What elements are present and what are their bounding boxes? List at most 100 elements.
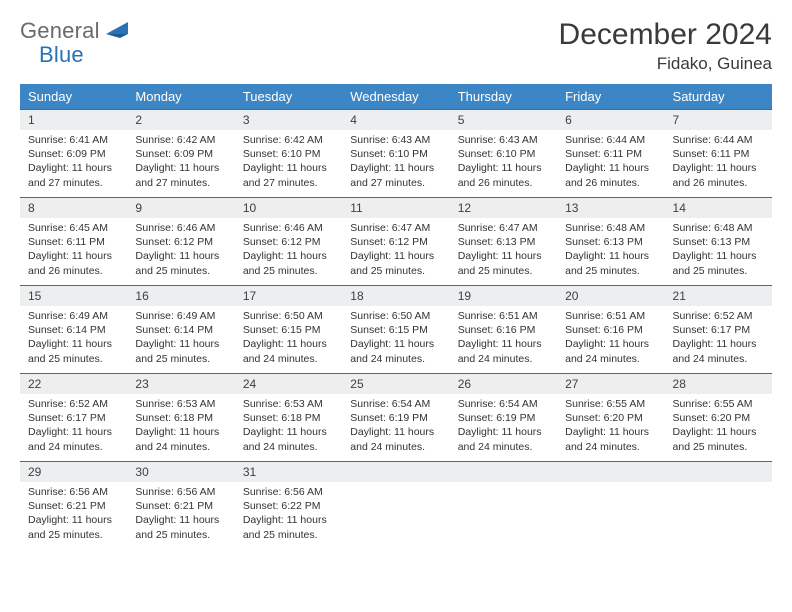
day-number: 19 <box>450 286 557 306</box>
day-number: 23 <box>127 374 234 394</box>
dayhead-tue: Tuesday <box>235 84 342 110</box>
calendar-day-cell: 21Sunrise: 6:52 AMSunset: 6:17 PMDayligh… <box>665 286 772 374</box>
day-number: 18 <box>342 286 449 306</box>
day-content-empty <box>557 482 664 532</box>
calendar-day-cell: 11Sunrise: 6:47 AMSunset: 6:12 PMDayligh… <box>342 198 449 286</box>
day-number-empty <box>665 462 772 482</box>
day-number: 6 <box>557 110 664 130</box>
day-content: Sunrise: 6:43 AMSunset: 6:10 PMDaylight:… <box>342 130 449 196</box>
day-number: 3 <box>235 110 342 130</box>
location-text: Fidako, Guinea <box>559 54 772 74</box>
day-content: Sunrise: 6:48 AMSunset: 6:13 PMDaylight:… <box>557 218 664 284</box>
calendar-day-cell: 13Sunrise: 6:48 AMSunset: 6:13 PMDayligh… <box>557 198 664 286</box>
brand-part2: Blue <box>39 42 84 67</box>
calendar-day-cell: 30Sunrise: 6:56 AMSunset: 6:21 PMDayligh… <box>127 462 234 550</box>
calendar-day-cell: 29Sunrise: 6:56 AMSunset: 6:21 PMDayligh… <box>20 462 127 550</box>
calendar-day-cell: 27Sunrise: 6:55 AMSunset: 6:20 PMDayligh… <box>557 374 664 462</box>
day-content: Sunrise: 6:45 AMSunset: 6:11 PMDaylight:… <box>20 218 127 284</box>
day-content: Sunrise: 6:52 AMSunset: 6:17 PMDaylight:… <box>20 394 127 460</box>
day-number: 13 <box>557 198 664 218</box>
day-number-empty <box>450 462 557 482</box>
day-number: 31 <box>235 462 342 482</box>
day-content: Sunrise: 6:51 AMSunset: 6:16 PMDaylight:… <box>450 306 557 372</box>
calendar-day-cell: 25Sunrise: 6:54 AMSunset: 6:19 PMDayligh… <box>342 374 449 462</box>
title-block: December 2024 Fidako, Guinea <box>559 18 772 74</box>
calendar-week-row: 29Sunrise: 6:56 AMSunset: 6:21 PMDayligh… <box>20 462 772 550</box>
dayhead-fri: Friday <box>557 84 664 110</box>
dayhead-wed: Wednesday <box>342 84 449 110</box>
day-number: 10 <box>235 198 342 218</box>
day-content: Sunrise: 6:43 AMSunset: 6:10 PMDaylight:… <box>450 130 557 196</box>
day-number: 20 <box>557 286 664 306</box>
calendar-day-cell: 14Sunrise: 6:48 AMSunset: 6:13 PMDayligh… <box>665 198 772 286</box>
day-content-empty <box>665 482 772 532</box>
calendar-day-cell: 17Sunrise: 6:50 AMSunset: 6:15 PMDayligh… <box>235 286 342 374</box>
brand-part1: General <box>20 18 100 44</box>
day-number: 5 <box>450 110 557 130</box>
brand-logo: General <box>20 18 134 44</box>
calendar-day-cell: 12Sunrise: 6:47 AMSunset: 6:13 PMDayligh… <box>450 198 557 286</box>
calendar-week-row: 8Sunrise: 6:45 AMSunset: 6:11 PMDaylight… <box>20 198 772 286</box>
calendar-day-cell: 10Sunrise: 6:46 AMSunset: 6:12 PMDayligh… <box>235 198 342 286</box>
day-number: 4 <box>342 110 449 130</box>
day-number: 21 <box>665 286 772 306</box>
calendar-day-cell <box>342 462 449 550</box>
day-number-empty <box>342 462 449 482</box>
brand-mark-icon <box>106 18 132 43</box>
day-content: Sunrise: 6:49 AMSunset: 6:14 PMDaylight:… <box>127 306 234 372</box>
calendar-day-cell <box>450 462 557 550</box>
calendar-week-row: 1Sunrise: 6:41 AMSunset: 6:09 PMDaylight… <box>20 110 772 198</box>
day-content: Sunrise: 6:47 AMSunset: 6:13 PMDaylight:… <box>450 218 557 284</box>
day-content: Sunrise: 6:53 AMSunset: 6:18 PMDaylight:… <box>235 394 342 460</box>
calendar-day-cell: 20Sunrise: 6:51 AMSunset: 6:16 PMDayligh… <box>557 286 664 374</box>
day-number: 2 <box>127 110 234 130</box>
calendar-day-cell <box>557 462 664 550</box>
day-content: Sunrise: 6:55 AMSunset: 6:20 PMDaylight:… <box>665 394 772 460</box>
calendar-day-cell: 26Sunrise: 6:54 AMSunset: 6:19 PMDayligh… <box>450 374 557 462</box>
day-number: 24 <box>235 374 342 394</box>
day-number: 30 <box>127 462 234 482</box>
calendar-day-cell: 4Sunrise: 6:43 AMSunset: 6:10 PMDaylight… <box>342 110 449 198</box>
day-number: 12 <box>450 198 557 218</box>
calendar-day-cell: 9Sunrise: 6:46 AMSunset: 6:12 PMDaylight… <box>127 198 234 286</box>
calendar-day-cell: 6Sunrise: 6:44 AMSunset: 6:11 PMDaylight… <box>557 110 664 198</box>
calendar-day-cell: 8Sunrise: 6:45 AMSunset: 6:11 PMDaylight… <box>20 198 127 286</box>
day-content: Sunrise: 6:49 AMSunset: 6:14 PMDaylight:… <box>20 306 127 372</box>
dayhead-sun: Sunday <box>20 84 127 110</box>
day-number: 14 <box>665 198 772 218</box>
calendar-day-cell: 23Sunrise: 6:53 AMSunset: 6:18 PMDayligh… <box>127 374 234 462</box>
month-title: December 2024 <box>559 18 772 52</box>
day-content: Sunrise: 6:55 AMSunset: 6:20 PMDaylight:… <box>557 394 664 460</box>
calendar-day-cell: 15Sunrise: 6:49 AMSunset: 6:14 PMDayligh… <box>20 286 127 374</box>
page-header: General December 2024 Fidako, Guinea <box>20 18 772 74</box>
day-content-empty <box>450 482 557 532</box>
brand-part2-wrap: Blue <box>39 42 84 68</box>
day-number: 27 <box>557 374 664 394</box>
calendar-day-cell: 22Sunrise: 6:52 AMSunset: 6:17 PMDayligh… <box>20 374 127 462</box>
calendar-day-cell: 1Sunrise: 6:41 AMSunset: 6:09 PMDaylight… <box>20 110 127 198</box>
calendar-day-cell: 16Sunrise: 6:49 AMSunset: 6:14 PMDayligh… <box>127 286 234 374</box>
day-content: Sunrise: 6:54 AMSunset: 6:19 PMDaylight:… <box>450 394 557 460</box>
day-content: Sunrise: 6:42 AMSunset: 6:09 PMDaylight:… <box>127 130 234 196</box>
day-number: 17 <box>235 286 342 306</box>
calendar-day-cell: 2Sunrise: 6:42 AMSunset: 6:09 PMDaylight… <box>127 110 234 198</box>
day-number: 8 <box>20 198 127 218</box>
day-content: Sunrise: 6:53 AMSunset: 6:18 PMDaylight:… <box>127 394 234 460</box>
day-content: Sunrise: 6:44 AMSunset: 6:11 PMDaylight:… <box>665 130 772 196</box>
dayhead-sat: Saturday <box>665 84 772 110</box>
day-number: 9 <box>127 198 234 218</box>
day-number: 26 <box>450 374 557 394</box>
calendar-day-cell: 28Sunrise: 6:55 AMSunset: 6:20 PMDayligh… <box>665 374 772 462</box>
day-number: 1 <box>20 110 127 130</box>
calendar-day-cell <box>665 462 772 550</box>
day-content: Sunrise: 6:56 AMSunset: 6:22 PMDaylight:… <box>235 482 342 548</box>
day-content: Sunrise: 6:46 AMSunset: 6:12 PMDaylight:… <box>235 218 342 284</box>
day-number: 29 <box>20 462 127 482</box>
day-content: Sunrise: 6:56 AMSunset: 6:21 PMDaylight:… <box>127 482 234 548</box>
day-number: 11 <box>342 198 449 218</box>
day-number: 25 <box>342 374 449 394</box>
day-number: 7 <box>665 110 772 130</box>
day-number: 28 <box>665 374 772 394</box>
day-content: Sunrise: 6:54 AMSunset: 6:19 PMDaylight:… <box>342 394 449 460</box>
calendar-table: Sunday Monday Tuesday Wednesday Thursday… <box>20 84 772 550</box>
